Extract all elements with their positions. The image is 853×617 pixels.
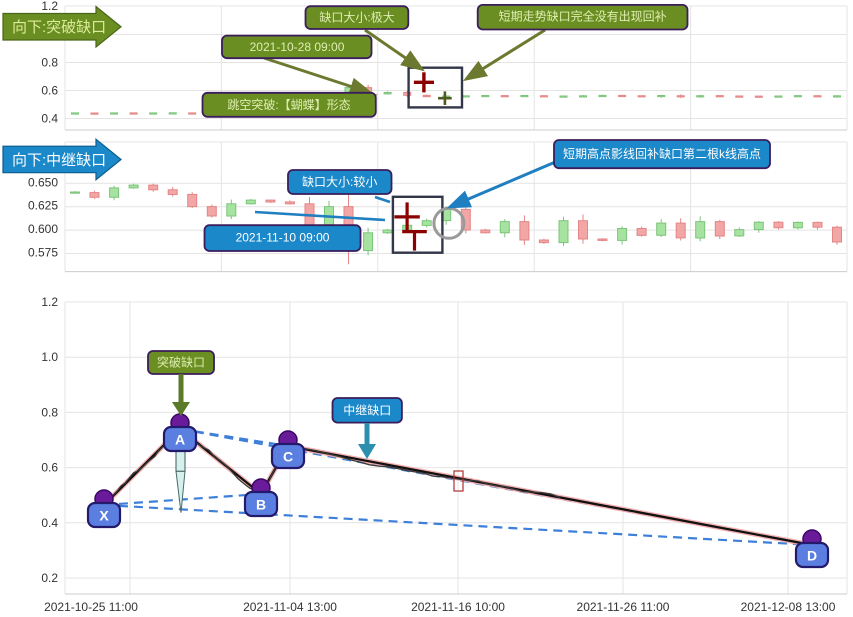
svg-text:缺口大小:较小: 缺口大小:较小: [302, 174, 377, 189]
svg-text:缺口大小:极大: 缺口大小:极大: [319, 9, 394, 24]
svg-text:2021-11-04 13:00: 2021-11-04 13:00: [243, 600, 337, 614]
svg-text:B: B: [256, 497, 266, 513]
svg-text:2021-11-26 11:00: 2021-11-26 11:00: [577, 600, 670, 614]
svg-text:中继缺口: 中继缺口: [343, 403, 391, 418]
svg-text:0.625: 0.625: [28, 199, 58, 213]
svg-text:0.6: 0.6: [41, 461, 58, 475]
svg-text:2021-10-25 11:00: 2021-10-25 11:00: [44, 600, 138, 614]
svg-text:2021-11-10 09:00: 2021-11-10 09:00: [236, 231, 330, 245]
svg-text:0.4: 0.4: [41, 112, 58, 126]
svg-text:X: X: [99, 508, 109, 524]
svg-text:向下:中继缺口: 向下:中继缺口: [12, 152, 106, 169]
svg-text:短期高点影线回补缺口第二根k线高点: 短期高点影线回补缺口第二根k线高点: [563, 146, 761, 161]
svg-text:突破缺口: 突破缺口: [157, 355, 205, 370]
svg-text:0.650: 0.650: [28, 175, 58, 189]
svg-text:2021-11-16 10:00: 2021-11-16 10:00: [411, 600, 505, 614]
svg-text:0.6: 0.6: [41, 84, 58, 98]
svg-text:1.0: 1.0: [41, 350, 58, 364]
svg-text:2021-10-28 09:00: 2021-10-28 09:00: [250, 40, 345, 54]
svg-text:0.8: 0.8: [41, 56, 58, 70]
svg-text:0.600: 0.600: [28, 222, 58, 236]
svg-text:0.575: 0.575: [28, 246, 58, 260]
svg-text:2021-12-08 13:00: 2021-12-08 13:00: [741, 600, 836, 614]
svg-text:0.8: 0.8: [41, 405, 58, 419]
svg-text:跳空突破:【蝴蝶】形态: 跳空突破:【蝴蝶】形态: [227, 97, 350, 112]
svg-text:1.2: 1.2: [41, 295, 58, 309]
svg-text:A: A: [175, 432, 185, 448]
svg-text:0.2: 0.2: [41, 571, 58, 585]
svg-text:D: D: [807, 548, 817, 564]
svg-text:C: C: [283, 449, 293, 465]
svg-text:短期走势缺口完全没有出现回补: 短期走势缺口完全没有出现回补: [499, 9, 667, 24]
svg-text:1.2: 1.2: [41, 0, 58, 13]
svg-text:0.4: 0.4: [41, 516, 58, 530]
svg-text:向下:突破缺口: 向下:突破缺口: [12, 19, 106, 36]
